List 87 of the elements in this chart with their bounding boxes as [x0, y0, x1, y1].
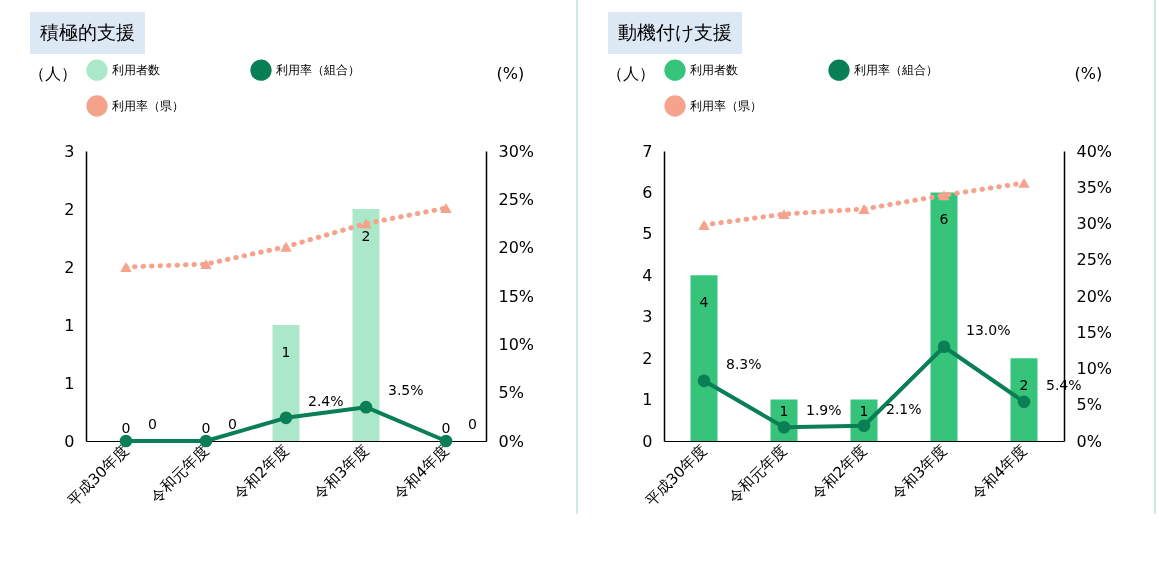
y2-tick-label: 15%	[498, 286, 535, 306]
y2-tick-label: 0%	[1076, 431, 1102, 451]
data-label: 8.3%	[726, 355, 762, 372]
chart-title: 積極的支援	[30, 12, 145, 54]
y2-tick-label: 20%	[1076, 286, 1113, 306]
y2-tick-label: 40%	[1076, 141, 1113, 161]
chart-title: 動機付け支援	[608, 12, 742, 54]
y-tick-label: 0	[64, 431, 75, 451]
point	[440, 203, 452, 213]
data-label: 1	[281, 344, 291, 360]
y2-tick-label: 10%	[498, 334, 535, 354]
point	[697, 374, 711, 388]
data-label: 0	[121, 420, 131, 436]
y-tick-label: 2	[642, 348, 653, 368]
x-tick-label: 令和4年度	[390, 441, 453, 504]
y-tick-label: 1	[64, 373, 75, 393]
y-tick-label: 3	[642, 307, 653, 327]
point	[1017, 395, 1031, 409]
y2-tick-label: 5%	[1076, 395, 1102, 415]
y-tick-label: 3	[64, 141, 75, 161]
y2-tick-label: 25%	[498, 189, 535, 209]
point	[360, 218, 372, 229]
legend-label: 利用率（組合）	[854, 63, 938, 78]
y2-tick-label: 35%	[1076, 177, 1113, 197]
y-tick-label: 1	[642, 390, 653, 410]
y-tick-label: 6	[642, 182, 653, 202]
y-axis-title: （人）	[28, 63, 77, 83]
x-tick-label: 令和2年度	[808, 441, 871, 504]
y2-axis-title: (%)	[496, 63, 525, 83]
point	[1018, 177, 1030, 188]
bar	[930, 192, 958, 441]
data-label: 1	[859, 402, 869, 419]
y-tick-label: 2	[64, 199, 75, 219]
y2-tick-label: 15%	[1076, 322, 1113, 342]
y2-tick-label: 0%	[498, 431, 524, 451]
y2-tick-label: 30%	[1076, 214, 1113, 233]
y2-tick-label: 30%	[498, 141, 535, 161]
data-label: 0	[468, 416, 477, 432]
y-tick-label: 4	[642, 265, 653, 285]
point	[280, 241, 292, 252]
data-label: 2	[1019, 377, 1029, 394]
y2-tick-label: 25%	[1076, 250, 1113, 270]
y-tick-label: 1	[64, 315, 75, 335]
legend-label: 利用者数	[112, 63, 160, 78]
x-tick-label: 令和4年度	[968, 441, 1031, 504]
data-label: 0	[148, 416, 157, 432]
data-label: 0	[228, 416, 237, 432]
x-tick-label: 令和元年度	[146, 441, 213, 507]
y2-tick-label: 5%	[498, 383, 524, 403]
data-label: 4	[699, 294, 709, 311]
bar	[690, 275, 718, 441]
y2-axis-title: (%)	[1074, 63, 1103, 83]
point	[359, 400, 373, 414]
y-tick-label: 7	[642, 141, 653, 161]
point	[120, 262, 132, 272]
data-label: 2.4%	[308, 392, 344, 409]
point	[698, 220, 710, 230]
legend-label: 利用率（県）	[112, 99, 184, 113]
data-label: 1.9%	[806, 402, 842, 419]
data-label: 2.1%	[886, 400, 922, 417]
point	[938, 190, 950, 201]
y2-tick-label: 20%	[498, 238, 535, 258]
x-tick-label: 令和2年度	[230, 441, 293, 504]
data-label: 2	[361, 228, 371, 244]
bar	[1010, 358, 1038, 441]
point	[200, 259, 212, 270]
data-label: 0	[441, 420, 451, 436]
y2-tick-label: 10%	[1076, 359, 1113, 378]
x-tick-label: 令和3年度	[310, 441, 373, 504]
data-label: 1	[779, 402, 789, 419]
data-label: 13.0%	[966, 321, 1011, 338]
y-axis-title: （人）	[606, 63, 655, 83]
legend-label: 利用者数	[690, 63, 738, 78]
data-label: 0	[201, 420, 211, 436]
y-tick-label: 2	[64, 257, 75, 277]
data-label: 3.5%	[388, 382, 424, 399]
point	[858, 204, 870, 214]
y-tick-label: 0	[642, 431, 653, 451]
point	[778, 209, 790, 220]
point	[279, 411, 293, 425]
x-tick-label: 令和元年度	[724, 441, 791, 507]
legend-label: 利用率（組合）	[276, 63, 360, 78]
legend-label: 利用率（県）	[690, 99, 762, 113]
x-tick-label: 令和3年度	[888, 441, 951, 504]
point	[937, 340, 951, 354]
y-tick-label: 5	[642, 224, 653, 244]
data-label: 6	[939, 211, 949, 228]
